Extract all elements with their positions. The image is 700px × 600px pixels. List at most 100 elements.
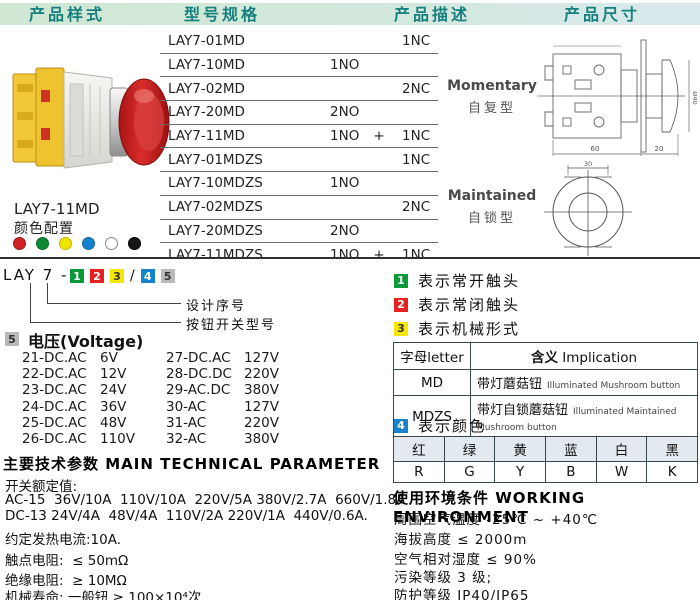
tech-rated-label: 开关额定值:: [5, 479, 78, 495]
voltage-value: 380V: [244, 430, 280, 447]
contact-detail: [17, 140, 33, 148]
model-cell: LAY7-10MD: [168, 57, 245, 74]
pointer-line-design-serial: [47, 283, 181, 304]
voltage-value: 127V: [244, 398, 280, 415]
letter-header-cell: 字母letter: [394, 343, 471, 369]
voltage-value: 380V: [244, 382, 280, 399]
env-protection: 防护等级 IP40/IP65: [394, 588, 530, 600]
voltage-code: 23-DC.AC: [22, 382, 87, 399]
tech-ac-line: AC-15 36V/10A 110V/10A 220V/5A 380V/2.7A…: [5, 492, 406, 508]
color-dot-white: [105, 237, 118, 250]
color-code-cell: W: [595, 462, 647, 482]
nc-cell: 1NC: [402, 246, 431, 263]
color-code-cell: K: [646, 462, 697, 482]
voltage-code: 29-AC.DC: [166, 382, 231, 399]
letter-cell: MD: [394, 370, 471, 395]
voltage-item: 21-DC.AC 6V: [22, 350, 135, 366]
dim-cap-depth-label: 20: [655, 145, 664, 153]
pointer-line-switch-model: [30, 283, 181, 323]
contact-detail: [17, 84, 33, 92]
meaning-header-cell: 含义 Implication: [471, 343, 697, 369]
color-name-cell: 红: [412, 443, 426, 459]
legend-text-1: 表示常开触头: [418, 272, 521, 290]
voltage-code: 27-DC.AC: [166, 350, 231, 366]
ordering-slash: /: [130, 268, 135, 284]
color-dot-green: [36, 237, 49, 250]
color-name-cell: 白: [595, 437, 647, 461]
voltage-code: 30-AC: [166, 398, 207, 415]
letter-cell: MDZS: [394, 396, 471, 437]
meaning-en: Illuminated Mushroom button: [547, 381, 681, 391]
voltage-code: 21-DC.AC: [22, 350, 87, 366]
voltage-value: 110V: [100, 430, 136, 447]
model-cell: LAY7-11MD: [168, 128, 245, 145]
voltage-item: 22-DC.AC 12V: [22, 366, 135, 382]
legend-box-2: 2: [394, 297, 408, 312]
voltage-item: 30-AC 127V: [166, 399, 279, 415]
ordering-box-3: 3: [110, 269, 124, 283]
dim-diameter-label: Ø40: [691, 91, 697, 104]
desc-maintained-en: Maintained: [447, 188, 537, 204]
legend-text-3: 表示机械形式: [418, 320, 521, 338]
voltage-value: 24V: [100, 382, 127, 399]
section-divider: [0, 257, 700, 259]
switch-model-label: 按钮开关型号: [186, 318, 277, 333]
no-cell: 1NO: [330, 57, 360, 74]
design-serial-label: 设计序号: [186, 299, 247, 314]
voltage-code: 31-AC: [166, 414, 207, 431]
voltage-code: 32-AC: [166, 430, 207, 447]
plus-cell: +: [373, 246, 385, 263]
legend-box-3: 3: [394, 321, 408, 336]
model-cell: LAY7-02MD: [168, 80, 245, 97]
dimension-drawing-front-view: 30: [544, 160, 632, 256]
color-code-cell: B: [545, 462, 596, 482]
tech-insulation-resistance: 绝缘电阻: ≥ 10MΩ: [5, 573, 127, 589]
ordering-box-5: 5: [160, 269, 175, 283]
model-table: LAY7-01MD 1NC LAY7-10MD 1NO LAY7-02MD 2NC L…: [160, 30, 438, 266]
section-title-model-spec: 型号规格: [183, 5, 260, 24]
color-code-cell: G: [443, 462, 495, 482]
model-row: LAY7-01MD 1NC: [160, 30, 438, 54]
env-humidity: 空气相对湿度 ≤ 90%: [394, 552, 537, 568]
voltage-item: 29-AC.DC 380V: [166, 382, 279, 398]
ordering-box-1: 1: [70, 269, 84, 283]
voltage-value: 48V: [100, 414, 127, 431]
meaning-en: Illuminated Maintained Mushroom button: [477, 407, 677, 433]
dimension-drawing-side-view: 60 20 Ø40: [537, 39, 697, 156]
model-cell: LAY7-11MDZS: [168, 246, 263, 263]
contact-detail: [17, 112, 33, 120]
dim-length-label: 60: [591, 145, 600, 153]
product-photo: [12, 67, 170, 169]
voltage-item: 24-DC.AC 36V: [22, 399, 135, 415]
nc-cell: 1NC: [402, 33, 431, 50]
color-code-cell: Y: [494, 462, 545, 482]
no-cell: 1NO: [330, 175, 360, 192]
voltage-value: 127V: [244, 350, 280, 366]
voltage-code: 28-DC.DC: [166, 366, 232, 383]
meaning-header-cn: 含义: [530, 350, 558, 366]
model-row: LAY7-11MDZS 1NO +1NC: [160, 243, 438, 266]
section-title-description: 产品描述: [393, 5, 470, 24]
color-dot-yellow: [59, 237, 72, 250]
legend-box-1: 1: [394, 273, 408, 288]
desc-momentary-cn: 自复型: [467, 101, 516, 116]
model-cell: LAY7-01MD: [168, 33, 245, 50]
section-title-product-style: 产品样式: [28, 5, 105, 24]
voltage-item: 31-AC 220V: [166, 415, 279, 431]
label-strip: [69, 83, 84, 157]
env-altitude: 海拔高度 ≤ 2000m: [394, 532, 528, 548]
model-row: LAY7-10MDZS 1NO: [160, 172, 438, 196]
color-dot-red: [13, 237, 26, 250]
voltage-code: 24-DC.AC: [22, 398, 87, 415]
tech-dc-line: DC-13 24V/4A 48V/4A 110V/2A 220V/1A 440V…: [5, 508, 368, 524]
model-cell: LAY7-02MDZS: [168, 199, 263, 216]
meaning-cell: 带灯蘑菇钮 Illuminated Mushroom button: [471, 370, 697, 395]
meaning-cn: 带灯自锁蘑菇钮: [477, 403, 569, 418]
model-row: LAY7-01MDZS 1NC: [160, 148, 438, 173]
mushroom-cap-profile: [661, 59, 679, 133]
color-dot-row: [13, 237, 141, 250]
env-pollution: 污染等级 3 级;: [394, 570, 493, 586]
color-name-cell: 黑: [646, 437, 697, 461]
plus-cell: +: [373, 128, 385, 145]
